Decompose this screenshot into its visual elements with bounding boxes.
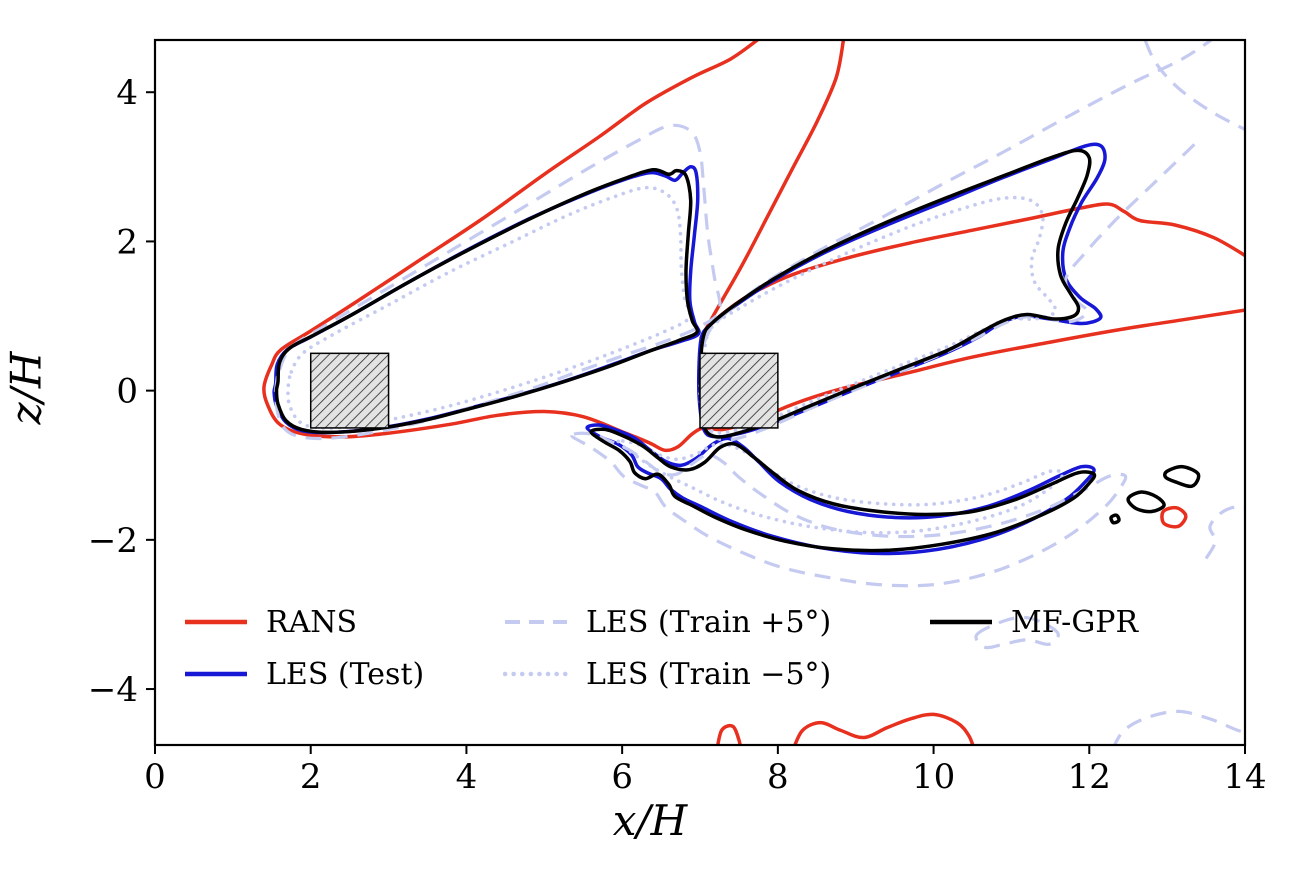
contour-rans — [793, 712, 975, 745]
contour-rans — [1160, 505, 1188, 529]
x-tick-label: 8 — [767, 757, 789, 797]
contour-mf-gpr — [1109, 513, 1121, 525]
y-tick-label: −4 — [88, 670, 138, 710]
obstacle-cube-2 — [699, 352, 779, 429]
legend: RANS LES (Test) LES (Train +5°) LES (Tra… — [183, 596, 1193, 700]
contour-les-train-5- — [974, 615, 1060, 650]
y-tick-label: 4 — [116, 73, 138, 113]
obstacle-cube-1 — [309, 352, 390, 429]
legend-line-mf-gpr — [930, 619, 992, 625]
contour-les-train-5- — [616, 439, 1065, 535]
legend-item-les-train-minus5: LES (Train −5°) — [503, 657, 928, 692]
legend-line-rans — [185, 619, 247, 625]
legend-item-les-train-plus5: LES (Train +5°) — [503, 605, 928, 640]
contour-layer — [262, 40, 1245, 745]
legend-line-les-train-plus5 — [505, 620, 567, 624]
contour-les-train-5- — [1112, 709, 1245, 745]
legend-item-les-test: LES (Test) — [183, 657, 503, 692]
contour-mf-gpr — [1163, 464, 1201, 489]
y-axis-label: z/H — [1, 351, 51, 425]
x-axis-label: x/H — [612, 796, 688, 845]
legend-label-mf-gpr: MF-GPR — [1011, 604, 1139, 640]
contour-les-train-5- — [698, 195, 1058, 435]
legend-line-les-test — [185, 671, 247, 677]
legend-item-rans: RANS — [183, 605, 503, 640]
contour-mf-gpr — [274, 168, 700, 435]
x-tick-label: 2 — [300, 757, 322, 797]
x-tick-label: 10 — [912, 757, 955, 797]
y-tick-label: 0 — [116, 372, 138, 412]
legend-item-mf-gpr: MF-GPR — [928, 605, 1193, 640]
contour-les-test- — [585, 423, 1096, 556]
legend-line-les-train-minus5 — [503, 671, 569, 677]
y-tick-label: −2 — [88, 521, 138, 561]
contour-mf-gpr — [589, 427, 1097, 553]
legend-label-les-train-minus5: LES (Train −5°) — [586, 656, 832, 692]
y-tick-label: 2 — [116, 222, 138, 262]
contour-les-train-5- — [726, 40, 1214, 313]
plot-border — [153, 38, 1247, 747]
x-tick-label: 12 — [1068, 757, 1111, 797]
contour-rans — [699, 40, 1245, 340]
x-tick-label: 0 — [144, 757, 166, 797]
legend-label-les-test: LES (Test) — [266, 656, 425, 692]
legend-label-les-train-plus5: LES (Train +5°) — [586, 604, 832, 640]
x-tick-label: 4 — [456, 757, 478, 797]
legend-label-rans: RANS — [266, 604, 358, 640]
contour-les-train-5- — [1143, 40, 1245, 132]
x-tick-label: 6 — [611, 757, 633, 797]
contour-mf-gpr — [1126, 490, 1166, 514]
contour-les-train-5- — [569, 431, 1128, 588]
contour-les-train-5- — [273, 123, 722, 441]
x-tick-label: 14 — [1223, 757, 1266, 797]
contour-rans — [716, 723, 742, 745]
